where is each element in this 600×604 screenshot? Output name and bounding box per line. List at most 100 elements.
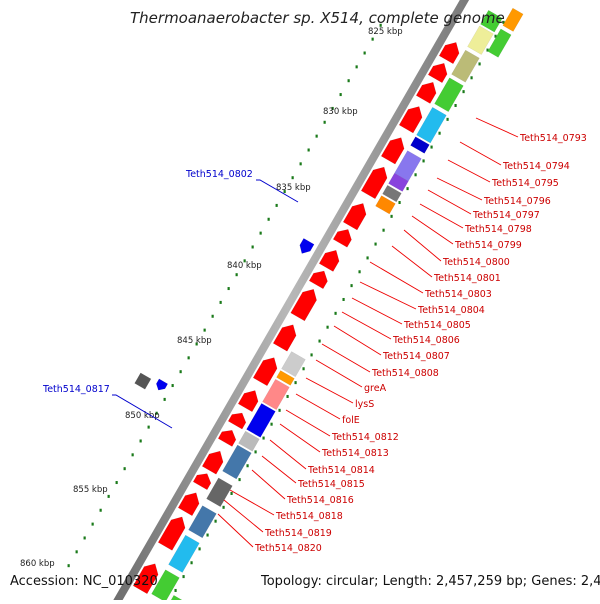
ruler-dot (283, 190, 286, 194)
gene-arrow (342, 203, 367, 231)
gene-label: Teth514_0818 (275, 511, 343, 522)
ruler-dot (350, 284, 353, 288)
label-connector (475, 117, 519, 138)
gene-label: Teth514_0794 (502, 161, 570, 172)
ruler-dot (195, 342, 198, 346)
backbone-bar (111, 0, 470, 604)
ruler-dot (302, 367, 305, 371)
label-connector (359, 281, 417, 310)
label-connector (321, 343, 371, 373)
right-gene-labels: Teth514_0793 Teth514_0794 Teth514_0795 Teth… (217, 117, 587, 554)
gene-label: Teth514_0803 (424, 289, 492, 300)
ruler-dot (179, 370, 182, 374)
ruler-tick-label: 825 kbp (368, 27, 403, 37)
gene-arrow (217, 430, 237, 447)
ruler-dot (83, 536, 86, 540)
ruler-ticks: 825 kbp 830 kbp 835 kbp 840 kbp 845 kbp 850 k… (20, 27, 403, 569)
ruler-dot (222, 505, 225, 509)
left-gene-labels: Teth514_0802 Teth514_0817 (42, 169, 299, 429)
label-connector (427, 189, 472, 215)
ruler-dot (342, 297, 345, 301)
ruler-dot (254, 450, 257, 454)
gene-label: lysS (355, 399, 374, 410)
label-connector (459, 141, 502, 166)
label-connector (285, 409, 331, 437)
label-connector (351, 297, 403, 325)
gene-arrow (380, 137, 405, 165)
gene-arrow (227, 412, 247, 430)
ruler-dot (75, 550, 78, 554)
feature-block (238, 430, 260, 452)
ruler-dot (107, 494, 110, 498)
ruler-dot (147, 425, 150, 429)
ruler-dot (155, 411, 158, 415)
ruler-dot (214, 519, 217, 523)
gene-label: Teth514_0801 (433, 273, 501, 284)
label-connector (217, 513, 254, 548)
label-connector (229, 489, 275, 516)
gene-label: greA (364, 383, 387, 394)
feature-block (262, 378, 290, 411)
ruler-tick-label: 860 kbp (20, 559, 55, 569)
ruler-dot (275, 203, 278, 207)
ruler-dot (374, 242, 377, 246)
gene-arrow (177, 492, 200, 517)
ruler-dot (454, 103, 457, 107)
feature-block (382, 184, 402, 203)
gene-label: Teth514_0795 (491, 178, 559, 189)
ruler-dot (187, 356, 190, 360)
ruler-dot (291, 176, 294, 180)
ruler-dot (406, 187, 409, 191)
ruler-dot (299, 162, 302, 166)
ruler-dot (382, 228, 385, 232)
gene-arrow (156, 378, 169, 391)
label-connector (279, 423, 321, 453)
ruler-dot (446, 117, 449, 121)
gene-arrow (438, 42, 460, 65)
label-connector (269, 439, 307, 470)
ruler-dot (267, 217, 270, 221)
gene-arrow (360, 166, 388, 200)
feature-block (416, 106, 447, 144)
gene-arrow (201, 450, 224, 475)
topology-summary: Topology: circular; Length: 2,457,259 bp… (261, 574, 600, 589)
ruler-dot (198, 547, 201, 551)
ruler-dots (67, 20, 505, 592)
label-connector (256, 179, 299, 203)
ruler-dot (262, 436, 265, 440)
ruler-dot (270, 422, 273, 426)
ruler-dot (334, 311, 337, 315)
ruler-dot (307, 148, 310, 152)
gene-arrow (272, 324, 297, 352)
ruler-dot (238, 478, 241, 482)
feature-block (281, 351, 306, 378)
label-connector (369, 261, 424, 294)
gene-arrow (252, 357, 278, 387)
ruler-dot (326, 325, 329, 329)
ruler-dot (174, 588, 177, 592)
ruler-dot (414, 173, 417, 177)
label-connector (411, 215, 454, 245)
gene-label: Teth514_0813 (321, 448, 389, 459)
ruler-dot (246, 464, 249, 468)
ruler-tick-label: 855 kbp (73, 485, 108, 495)
feature-block (134, 372, 152, 390)
ruler-dot (99, 508, 102, 512)
feature-block (394, 150, 422, 182)
label-connector (251, 469, 286, 500)
ruler-dot (318, 339, 321, 343)
ruler-dot (347, 79, 350, 83)
feature-block (451, 49, 480, 83)
label-connector (447, 159, 491, 183)
label-connector (341, 311, 392, 340)
label-connector (261, 455, 297, 484)
feature-block (467, 25, 494, 55)
ruler-dot (323, 120, 326, 124)
label-connector (305, 377, 354, 404)
gene-label: Teth514_0814 (307, 465, 375, 476)
gene-features (132, 7, 524, 604)
ruler-dot (190, 561, 193, 565)
gene-arrow (237, 390, 259, 413)
